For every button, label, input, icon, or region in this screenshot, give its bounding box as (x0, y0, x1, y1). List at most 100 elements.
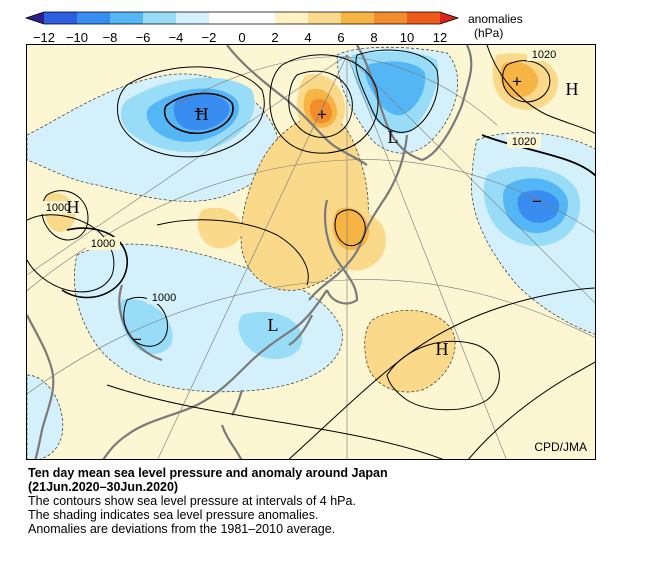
negative-anomaly-marker: − (132, 330, 142, 349)
isobar (61, 227, 128, 299)
colorbar-outline (24, 11, 460, 25)
low-pressure-label: L (268, 315, 279, 335)
latitude-circle (27, 279, 595, 395)
colorbar-cell-neg-12 (26, 12, 44, 24)
anomaly-area-blue (365, 61, 426, 116)
pressure-system-labels: H H H H L L (67, 79, 579, 359)
isobar (106, 384, 444, 459)
contour-label: 1020 (532, 49, 556, 61)
colorbar-cell-pos-4 (308, 12, 341, 24)
colorbar-cell-neg-6 (110, 12, 143, 24)
meridian (157, 54, 348, 459)
colorbar-tick: −6 (136, 30, 151, 45)
isobar (468, 361, 595, 459)
anomaly-sign-labels: + + − − − (132, 72, 542, 349)
colorbar-tick: 12 (433, 30, 447, 45)
caption-line: Anomalies are deviations from the 1981–2… (28, 522, 336, 536)
colorbar-cell-neutral-a (209, 12, 242, 24)
colorbar-swatches (24, 11, 460, 25)
colorbar-cell-neg-2 (176, 12, 209, 24)
isobar (269, 54, 379, 154)
positive-anomaly-marker: + (317, 105, 327, 124)
units-label: anomalies (468, 12, 523, 26)
contour-label: 1000 (152, 292, 176, 304)
colorbar-tick: 10 (400, 30, 414, 45)
caption-line: The contours show sea level pressure at … (28, 494, 356, 508)
anomaly-area-light-orange (197, 207, 242, 249)
isobar (486, 45, 595, 135)
positive-anomaly-marker: + (512, 72, 522, 91)
units-sub: (hPa) (474, 26, 504, 40)
colorbar-cell-neg-4 (143, 12, 176, 24)
colorbar-tick: −10 (66, 30, 88, 45)
colorbar-tick: −8 (103, 30, 118, 45)
contour-label-bg (527, 48, 561, 61)
colorbar-tick: 8 (370, 30, 377, 45)
isobar (27, 214, 115, 293)
isobar (163, 92, 234, 135)
colorbar-tick: 2 (271, 30, 278, 45)
map-credit: CPD/JMA (534, 440, 587, 454)
figure-caption: Ten day mean sea level pressure and anom… (28, 466, 628, 536)
isobar (502, 60, 551, 103)
isobar (334, 209, 366, 247)
high-pressure-label: H (67, 197, 80, 217)
contour-label-bg (147, 291, 181, 304)
colorbar-cell-pos-12 (440, 12, 458, 24)
colorbar-tick: 4 (304, 30, 311, 45)
colorbar-ticks: −12 −10 −8 −6 −4 −2 0 2 4 6 8 10 12 (33, 30, 447, 45)
coastline-philippines (220, 424, 243, 459)
coastline-siberia (356, 45, 473, 162)
anomaly-area-dark-blue (517, 190, 560, 223)
anomaly-colorbar: −12 −10 −8 −6 −4 −2 0 2 4 6 8 10 12 (0, 0, 650, 48)
colorbar-units: anomalies (hPa) (468, 12, 523, 40)
meridian (27, 54, 348, 276)
isobar (481, 134, 595, 177)
coastline-west (27, 314, 55, 459)
isobar (116, 66, 265, 158)
contour-label-bg (41, 201, 75, 214)
colorbar-graphic: −12 −10 −8 −6 −4 −2 0 2 4 6 8 10 12 (24, 11, 460, 45)
colorbar-cell-pos-10 (407, 12, 440, 24)
colorbar-tick: −2 (202, 30, 217, 45)
colorbar-tick: −12 (33, 30, 55, 45)
colorbar-cell-neutral-b (242, 12, 275, 24)
positive-anomaly-areas (44, 53, 558, 393)
contour-label-bg (507, 135, 541, 148)
coastline-taiwan (231, 389, 244, 416)
low-pressure-label: L (388, 127, 399, 147)
contour-label: 1020 (512, 136, 536, 148)
caption-line: The shading indicates sea level pressure… (28, 508, 319, 522)
isobar (386, 340, 500, 411)
high-pressure-label: H (436, 339, 449, 359)
colorbar-cell-pos-8 (374, 12, 407, 24)
coastline-korea (323, 199, 359, 305)
contour-label: 1000 (46, 202, 70, 214)
isobar (355, 49, 439, 133)
caption-period: (21Jun.2020–30Jun.2020) (28, 480, 179, 494)
contour-label-bg (86, 237, 120, 250)
colorbar-cell-pos-6 (341, 12, 374, 24)
anomaly-area-dark-blue (173, 94, 230, 131)
negative-anomaly-areas (27, 46, 595, 459)
pressure-anomaly-map: 1020 1020 1000 1000 1000 H H H H L L + +… (26, 44, 596, 460)
contour-labels: 1020 1020 1000 1000 1000 (41, 48, 561, 304)
map-graphic: 1020 1020 1000 1000 1000 H H H H L L + +… (27, 45, 595, 459)
isobars (27, 45, 595, 459)
high-pressure-label: H (196, 104, 209, 124)
colorbar-cell-pos-2 (275, 12, 308, 24)
negative-anomaly-marker: − (194, 102, 204, 121)
colorbar-cell-neg-8 (77, 12, 110, 24)
anomaly-area-medium-blue (238, 311, 303, 359)
coastline-china (102, 289, 328, 459)
isobar (288, 70, 353, 138)
caption-title: Ten day mean sea level pressure and anom… (28, 466, 388, 480)
isobar (288, 287, 595, 459)
colorbar-tick: 0 (238, 30, 245, 45)
meridian (346, 54, 595, 304)
isobar (156, 219, 309, 286)
high-pressure-label: H (566, 79, 579, 99)
colorbar-tick: 6 (337, 30, 344, 45)
anomaly-area-orange (499, 61, 539, 98)
coastline-asia (226, 45, 368, 166)
